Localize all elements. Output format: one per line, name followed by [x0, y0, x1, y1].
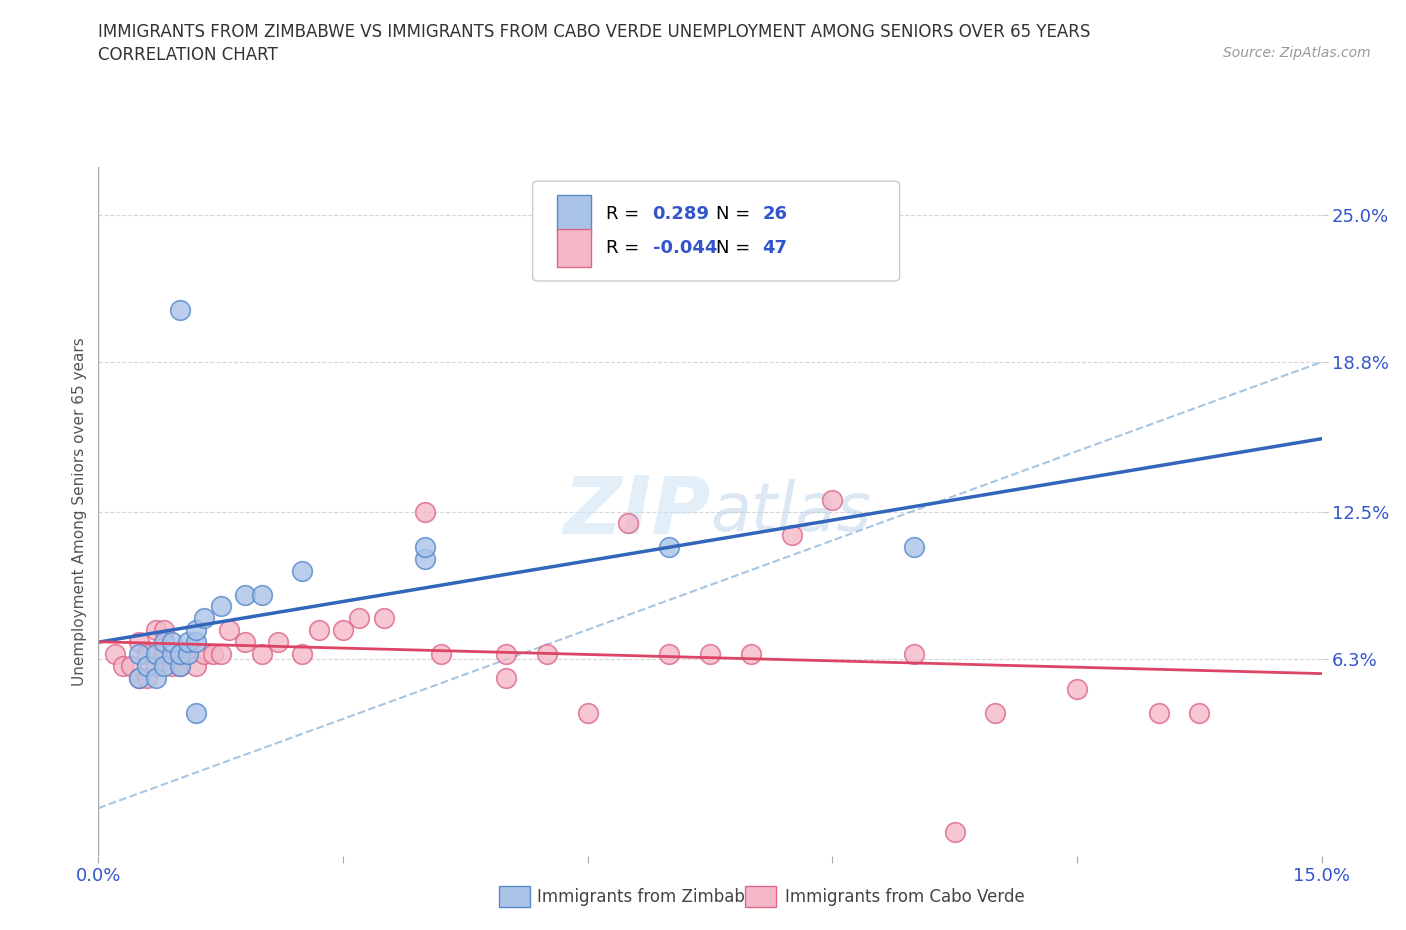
Y-axis label: Unemployment Among Seniors over 65 years: Unemployment Among Seniors over 65 years: [72, 338, 87, 686]
Point: [186, 658, 208, 673]
Point: [413, 504, 436, 519]
Point: [291, 564, 314, 578]
Point: [177, 634, 200, 649]
Point: [169, 646, 191, 661]
FancyBboxPatch shape: [533, 181, 900, 281]
Point: [136, 671, 159, 685]
Point: [186, 634, 208, 649]
Point: [984, 706, 1007, 721]
Text: 47: 47: [762, 239, 787, 258]
Point: [136, 646, 159, 661]
Point: [193, 611, 215, 626]
Point: [413, 539, 436, 554]
Point: [193, 646, 215, 661]
Text: 0.289: 0.289: [652, 205, 710, 223]
Point: [233, 634, 256, 649]
Point: [821, 492, 844, 507]
Point: [413, 551, 436, 566]
Point: [250, 587, 273, 602]
Point: [160, 646, 183, 661]
Point: [233, 587, 256, 602]
Point: [177, 646, 200, 661]
Point: [617, 516, 640, 531]
Point: [1188, 706, 1211, 721]
Point: [209, 599, 232, 614]
Text: Source: ZipAtlas.com: Source: ZipAtlas.com: [1223, 46, 1371, 60]
Point: [152, 658, 174, 673]
Point: [152, 623, 174, 638]
Text: Immigrants from Zimbabwe: Immigrants from Zimbabwe: [537, 887, 769, 906]
Point: [120, 658, 142, 673]
Point: [128, 671, 150, 685]
Point: [128, 634, 150, 649]
Point: [349, 611, 371, 626]
Point: [177, 646, 200, 661]
Text: -0.044: -0.044: [652, 239, 717, 258]
Point: [658, 646, 681, 661]
Point: [373, 611, 395, 626]
Point: [291, 646, 314, 661]
Point: [943, 824, 966, 839]
Point: [128, 646, 150, 661]
Point: [495, 671, 517, 685]
Point: [1066, 682, 1088, 697]
Point: [267, 634, 290, 649]
Point: [536, 646, 558, 661]
Point: [111, 658, 134, 673]
Point: [903, 646, 925, 661]
Point: [152, 646, 174, 661]
Text: R =: R =: [606, 205, 645, 223]
Point: [145, 646, 167, 661]
Text: 26: 26: [762, 205, 787, 223]
Point: [186, 623, 208, 638]
Point: [658, 539, 681, 554]
Point: [152, 634, 174, 649]
Text: IMMIGRANTS FROM ZIMBABWE VS IMMIGRANTS FROM CABO VERDE UNEMPLOYMENT AMONG SENIOR: IMMIGRANTS FROM ZIMBABWE VS IMMIGRANTS F…: [98, 23, 1091, 41]
Point: [430, 646, 453, 661]
Point: [160, 658, 183, 673]
Point: [495, 646, 517, 661]
Point: [576, 706, 599, 721]
Point: [780, 528, 803, 543]
Text: N =: N =: [716, 239, 756, 258]
Point: [903, 539, 925, 554]
Point: [218, 623, 240, 638]
Point: [332, 623, 354, 638]
Text: atlas: atlas: [710, 479, 872, 544]
Point: [169, 302, 191, 317]
Point: [160, 634, 183, 649]
Point: [169, 658, 191, 673]
Point: [136, 658, 159, 673]
Point: [169, 646, 191, 661]
Text: N =: N =: [716, 205, 756, 223]
Point: [145, 658, 167, 673]
Bar: [557, 195, 592, 232]
Point: [740, 646, 762, 661]
Point: [104, 646, 127, 661]
Text: R =: R =: [606, 239, 645, 258]
Point: [186, 706, 208, 721]
Text: ZIP: ZIP: [562, 472, 710, 551]
Text: Immigrants from Cabo Verde: Immigrants from Cabo Verde: [785, 887, 1025, 906]
Point: [145, 671, 167, 685]
Point: [169, 658, 191, 673]
Point: [201, 646, 224, 661]
Point: [128, 671, 150, 685]
Point: [308, 623, 330, 638]
Bar: [557, 230, 592, 267]
Point: [699, 646, 721, 661]
Text: CORRELATION CHART: CORRELATION CHART: [98, 46, 278, 64]
Point: [250, 646, 273, 661]
Point: [145, 623, 167, 638]
Point: [1147, 706, 1170, 721]
Point: [160, 646, 183, 661]
Point: [209, 646, 232, 661]
